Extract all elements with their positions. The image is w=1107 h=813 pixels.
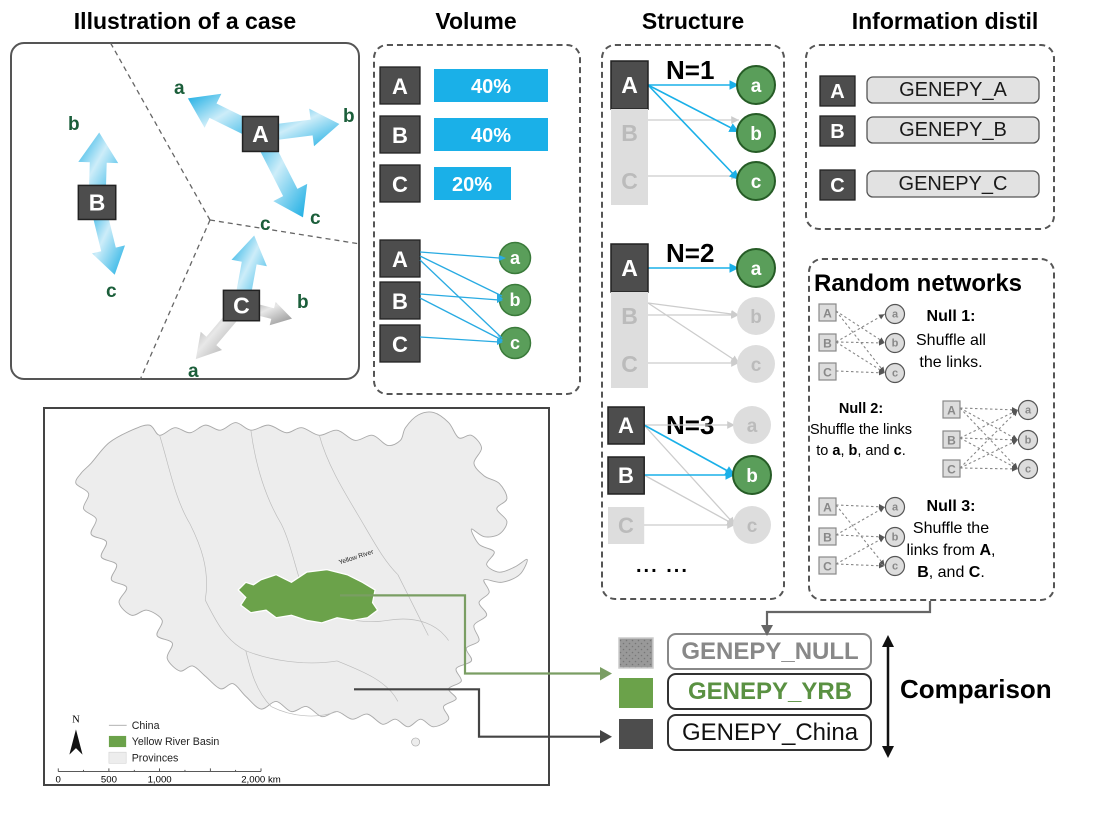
svg-text:c: c — [510, 333, 520, 353]
svg-text:B: B — [392, 289, 408, 314]
svg-text:Shuffle the: Shuffle the — [913, 520, 989, 537]
svg-text:c: c — [1025, 464, 1031, 476]
svg-text:c: c — [747, 516, 758, 537]
svg-text:a: a — [892, 502, 899, 514]
svg-text:A: A — [392, 247, 408, 272]
svg-text:1,000: 1,000 — [148, 775, 172, 786]
svg-text:A: A — [823, 501, 832, 515]
svg-text:C: C — [618, 513, 634, 538]
svg-text:500: 500 — [101, 775, 117, 786]
svg-text:links from A,: links from A, — [907, 542, 996, 559]
svg-text:a: a — [747, 416, 758, 437]
svg-text:Provinces: Provinces — [132, 752, 179, 764]
svg-text:N=1: N=1 — [666, 55, 714, 85]
svg-text:b: b — [297, 292, 309, 313]
svg-text:B: B — [621, 303, 638, 329]
svg-text:b: b — [750, 307, 762, 328]
svg-text:GENEPY_B: GENEPY_B — [899, 119, 1007, 141]
svg-text:c: c — [892, 368, 898, 380]
svg-text:c: c — [310, 208, 321, 229]
svg-text:b: b — [510, 290, 521, 310]
svg-text:a: a — [751, 76, 762, 97]
svg-text:A: A — [621, 72, 638, 98]
svg-text:a: a — [751, 259, 762, 280]
svg-text:B: B — [392, 123, 408, 148]
svg-text:b: b — [892, 338, 899, 350]
svg-text:China: China — [132, 720, 160, 732]
svg-text:Random networks: Random networks — [814, 270, 1022, 297]
svg-text:b: b — [343, 106, 355, 127]
svg-text:c: c — [260, 214, 271, 235]
svg-text:c: c — [751, 355, 762, 376]
svg-text:b: b — [68, 114, 80, 135]
svg-text:B: B — [823, 531, 832, 545]
svg-text:B: B — [621, 120, 638, 146]
svg-text:Shuffle the links: Shuffle the links — [810, 422, 912, 438]
svg-text:A: A — [618, 413, 634, 438]
svg-text:B: B — [830, 121, 844, 143]
svg-text:N=2: N=2 — [666, 238, 714, 268]
svg-text:c: c — [892, 561, 898, 573]
svg-text:Yellow River Basin: Yellow River Basin — [132, 736, 220, 748]
svg-text:Comparison: Comparison — [900, 674, 1052, 704]
svg-text:C: C — [233, 293, 250, 319]
svg-text:B: B — [618, 463, 634, 488]
svg-text:GENEPY_China: GENEPY_China — [682, 719, 859, 746]
svg-text:b: b — [892, 532, 899, 544]
svg-text:GENEPY_NULL: GENEPY_NULL — [681, 638, 858, 665]
svg-text:GENEPY_YRB: GENEPY_YRB — [688, 678, 852, 705]
svg-text:C: C — [830, 175, 844, 197]
svg-text:b: b — [746, 466, 758, 487]
svg-text:Null 2:: Null 2: — [839, 401, 883, 417]
svg-text:2,000 km: 2,000 km — [241, 775, 281, 786]
svg-text:C: C — [392, 332, 408, 357]
svg-text:b: b — [750, 124, 762, 145]
svg-text:Shuffle all: Shuffle all — [916, 332, 986, 349]
svg-text:C: C — [823, 560, 832, 574]
svg-text:c: c — [751, 172, 762, 193]
svg-text:20%: 20% — [452, 174, 492, 196]
svg-text:B: B — [947, 434, 956, 448]
svg-text:b: b — [1025, 435, 1032, 447]
svg-text:40%: 40% — [471, 125, 511, 147]
svg-text:GENEPY_A: GENEPY_A — [899, 79, 1007, 101]
svg-text:A: A — [823, 307, 832, 321]
svg-text:Null 1:: Null 1: — [927, 308, 976, 325]
svg-text:a: a — [892, 309, 899, 321]
svg-text:GENEPY_C: GENEPY_C — [899, 173, 1008, 195]
svg-text:A: A — [830, 81, 844, 103]
svg-text:C: C — [621, 351, 638, 377]
svg-text:B, and C.: B, and C. — [917, 564, 985, 581]
svg-text:0: 0 — [56, 775, 61, 786]
svg-text:... ...: ... ... — [636, 555, 689, 577]
svg-text:a: a — [1025, 405, 1032, 417]
svg-text:to a, b, and c.: to a, b, and c. — [816, 443, 906, 459]
svg-text:c: c — [106, 281, 117, 302]
svg-text:a: a — [174, 78, 185, 99]
svg-text:C: C — [947, 463, 956, 477]
svg-text:C: C — [392, 172, 408, 197]
svg-text:B: B — [89, 190, 106, 216]
svg-text:A: A — [947, 404, 956, 418]
svg-text:40%: 40% — [471, 76, 511, 98]
svg-text:a: a — [510, 248, 521, 268]
svg-text:a: a — [188, 361, 199, 380]
svg-text:B: B — [823, 337, 832, 351]
svg-text:Null 3:: Null 3: — [927, 498, 976, 515]
svg-text:the links.: the links. — [919, 354, 982, 371]
svg-text:A: A — [252, 121, 269, 147]
svg-text:A: A — [392, 74, 408, 99]
svg-text:N: N — [72, 715, 80, 726]
svg-text:C: C — [621, 168, 638, 194]
svg-text:A: A — [621, 255, 638, 281]
svg-text:C: C — [823, 366, 832, 380]
